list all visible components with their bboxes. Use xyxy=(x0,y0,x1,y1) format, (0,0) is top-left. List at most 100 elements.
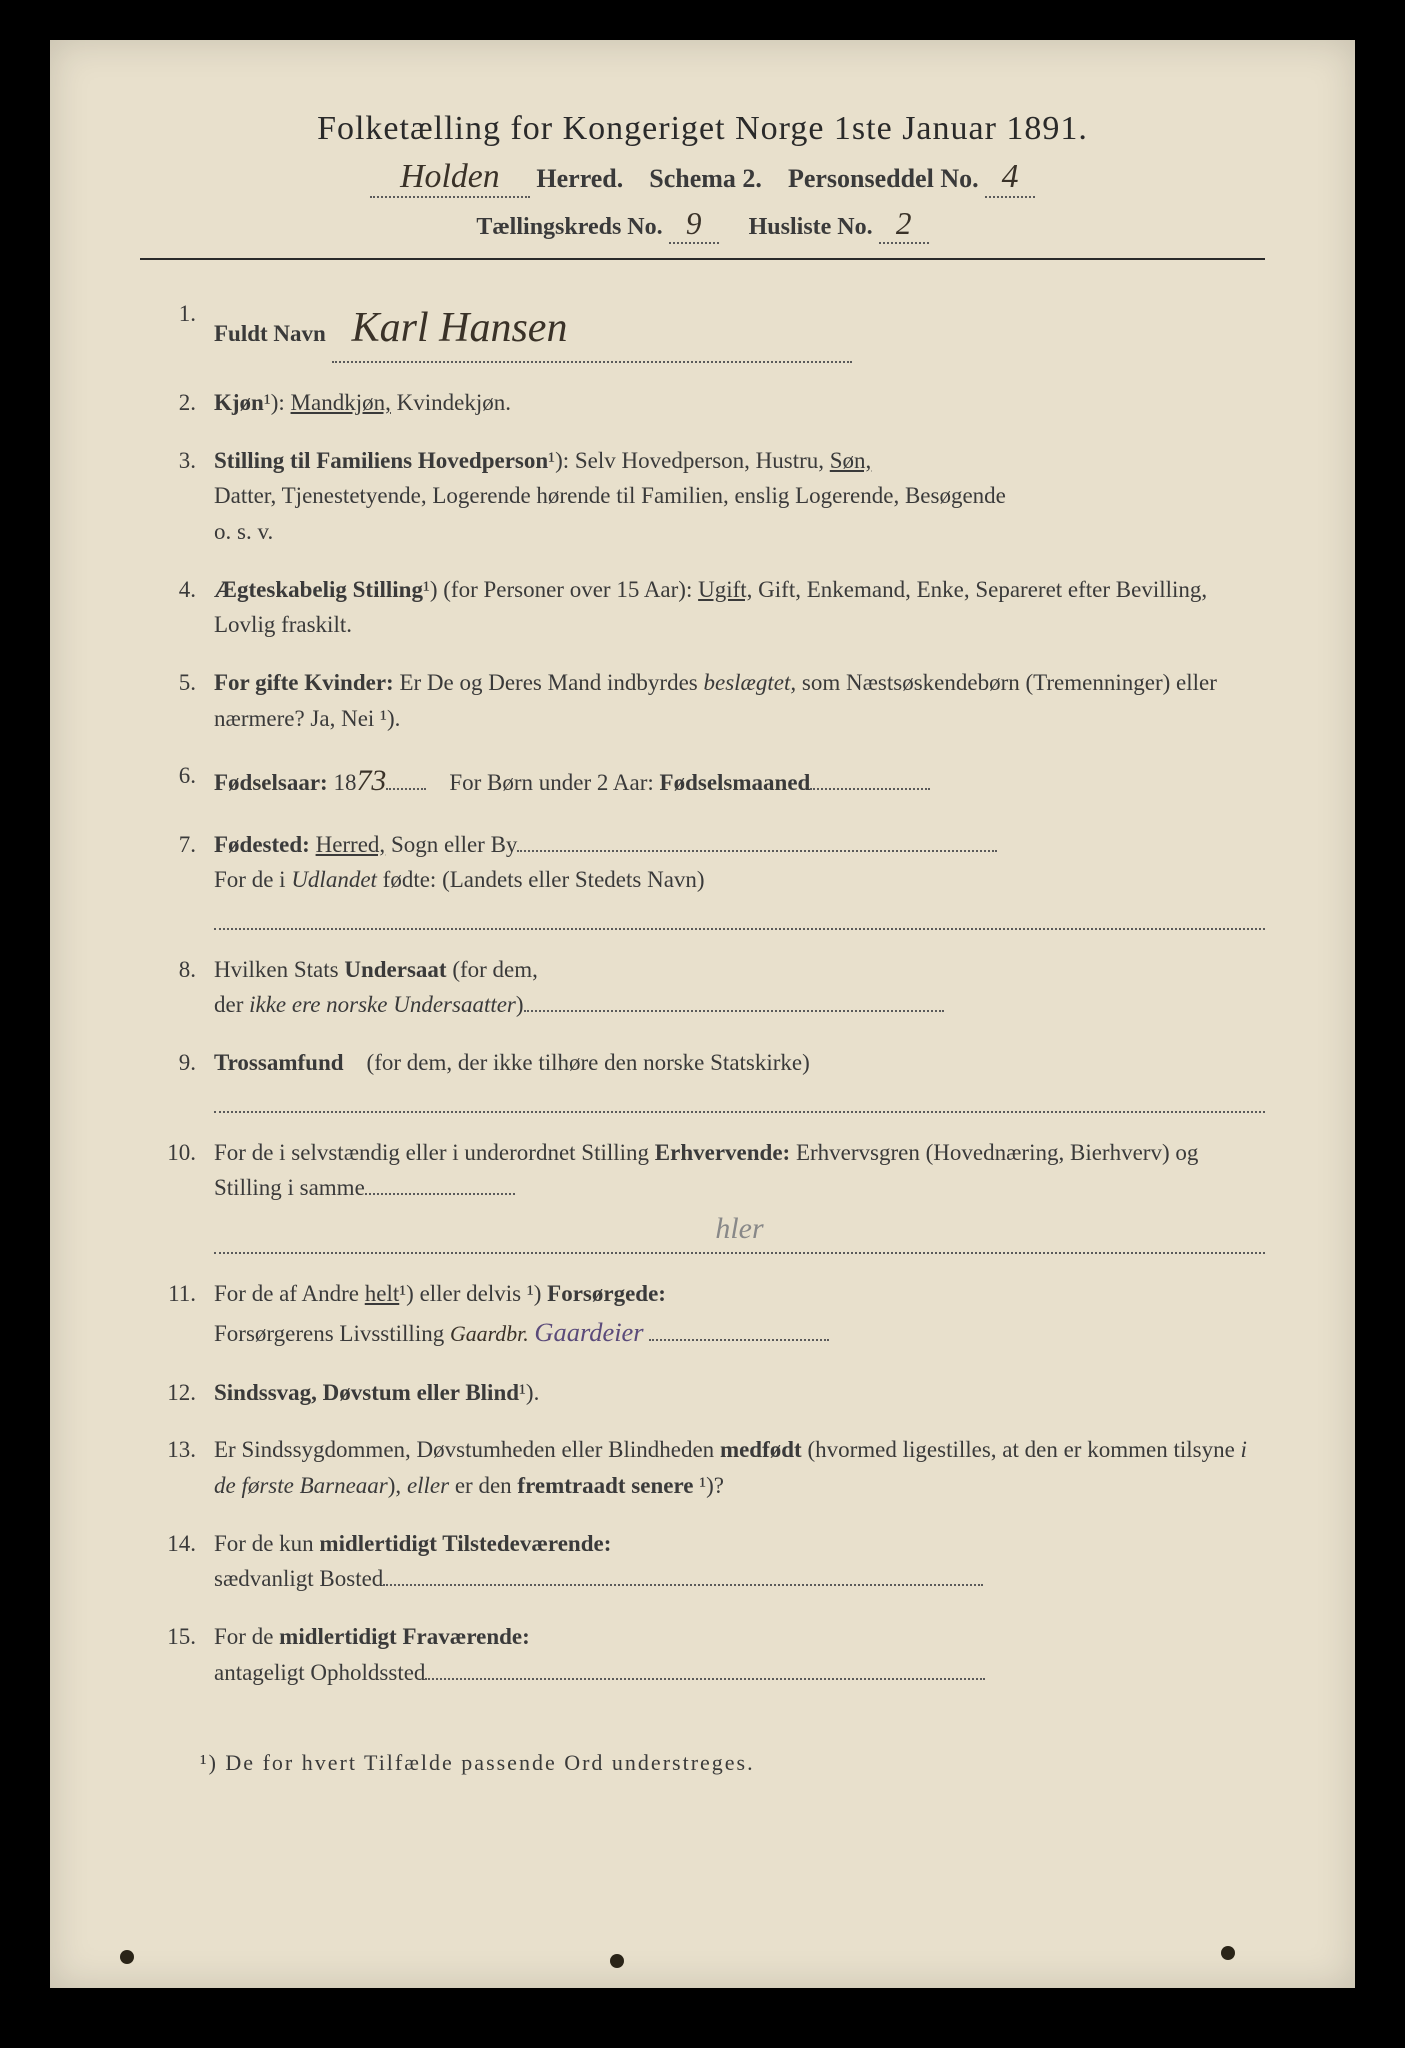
f13-text2: (hvormed ligestilles, at den er kommen t… xyxy=(802,1437,1241,1462)
label-gifte-kvinder: For gifte Kvinder: xyxy=(214,670,394,695)
label-aegteskab: Ægteskabelig Stilling xyxy=(214,577,423,602)
f5-text1: Er De og Deres Mand indbyrdes xyxy=(399,670,703,695)
num-5: 5. xyxy=(140,665,214,736)
f11-text2: eller delvis ¹) xyxy=(414,1281,547,1306)
f13-text1: Er Sindssygdommen, Døvstumheden eller Bl… xyxy=(214,1437,720,1462)
label-fodselsmaaned: Fødselsmaaned xyxy=(660,770,811,795)
f7-line2b: fødte: (Landets eller Stedets Navn) xyxy=(377,867,705,892)
num-1: 1. xyxy=(140,296,214,363)
row-1: 1. Fuldt Navn Karl Hansen xyxy=(140,296,1265,363)
f14-line2: sædvanligt Bosted xyxy=(214,1566,383,1591)
row-14: 14. For de kun midlertidigt Tilstedevære… xyxy=(140,1526,1265,1597)
num-3: 3. xyxy=(140,443,214,550)
kreds-label: Tællingskreds No. xyxy=(476,214,662,240)
census-form: Folketælling for Kongeriget Norge 1ste J… xyxy=(50,40,1355,1988)
header-line-2: Holden Herred. Schema 2. Personseddel No… xyxy=(140,158,1265,198)
f9-text: (for dem, der ikke tilhøre den norske St… xyxy=(367,1050,810,1075)
f7-line2a: For de i xyxy=(214,867,291,892)
year-prefix: 18 xyxy=(333,770,356,795)
f7-dotline xyxy=(214,898,1265,930)
num-7: 7. xyxy=(140,827,214,930)
num-6: 6. xyxy=(140,758,214,804)
row-10: 10. For de i selvstændig eller i underor… xyxy=(140,1135,1265,1255)
ink-spot xyxy=(610,1954,624,1968)
f14-text1: For de kun xyxy=(214,1531,319,1556)
f11-text1: For de af Andre xyxy=(214,1281,365,1306)
f8-line2b: ) xyxy=(516,992,524,1017)
f13-eller: eller xyxy=(407,1473,449,1498)
f6-text2: For Børn under 2 Aar: xyxy=(449,770,653,795)
label-trossamfund: Trossamfund xyxy=(214,1050,344,1075)
note-3: ¹): xyxy=(548,448,569,473)
personseddel-label: Personseddel No. xyxy=(788,164,979,193)
row-8: 8. Hvilken Stats Undersaat (for dem, der… xyxy=(140,952,1265,1023)
husliste-label: Husliste No. xyxy=(749,214,873,240)
f13-text3: ), xyxy=(388,1473,407,1498)
f13-medf: medfødt xyxy=(720,1437,802,1462)
f3-line1a: Selv Hovedperson, Hustru, xyxy=(575,448,830,473)
f15-line2: antageligt Opholdssted xyxy=(214,1660,425,1685)
f3-line2: Datter, Tjenestetyende, Logerende hørend… xyxy=(214,483,1006,508)
f3-son: Søn, xyxy=(830,448,872,473)
label-fuldt-navn: Fuldt Navn xyxy=(214,321,326,346)
herred-label: Herred. xyxy=(536,164,623,193)
label-fodselsaar: Fødselsaar: xyxy=(214,770,328,795)
row-6: 6. Fødselsaar: 1873 For Børn under 2 Aar… xyxy=(140,758,1265,804)
f13-note: ¹)? xyxy=(693,1473,724,1498)
f11-note1: ¹) xyxy=(399,1281,414,1306)
num-13: 13. xyxy=(140,1432,214,1503)
label-erhvervende: Erhvervende: xyxy=(655,1140,790,1165)
num-4: 4. xyxy=(140,572,214,643)
row-11: 11. For de af Andre helt¹) eller delvis … xyxy=(140,1276,1265,1353)
row-15: 15. For de midlertidigt Fraværende: anta… xyxy=(140,1619,1265,1690)
f15-text1: For de xyxy=(214,1624,279,1649)
row-9: 9. Trossamfund (for dem, der ikke tilhør… xyxy=(140,1045,1265,1113)
num-2: 2. xyxy=(140,385,214,421)
row-12: 12. Sindssvag, Døvstum eller Blind¹). xyxy=(140,1375,1265,1411)
kreds-no: 9 xyxy=(686,206,702,241)
husliste-no: 2 xyxy=(896,206,912,241)
schema-label: Schema 2. xyxy=(649,164,762,193)
row-2: 2. Kjøn¹): Mandkjøn, Kvindekjøn. xyxy=(140,385,1265,421)
f7-text1: Sogn eller By xyxy=(391,832,518,857)
f9-dotline xyxy=(214,1081,1265,1113)
f8-line2a: der xyxy=(214,992,249,1017)
label-forsorgede: Forsørgede: xyxy=(547,1281,666,1306)
page-container: Folketælling for Kongeriget Norge 1ste J… xyxy=(0,0,1405,2048)
num-14: 14. xyxy=(140,1526,214,1597)
f11-line2: Forsørgerens Livsstilling xyxy=(214,1321,444,1346)
f11-hw2: Gaardeier xyxy=(534,1317,643,1347)
f8-text1: Hvilken Stats xyxy=(214,957,344,982)
row-13: 13. Er Sindssygdommen, Døvstumheden elle… xyxy=(140,1432,1265,1503)
row-3: 3. Stilling til Familiens Hovedperson¹):… xyxy=(140,443,1265,550)
f7-udl: Udlandet xyxy=(291,867,377,892)
label-fravaerende: midlertidigt Fraværende: xyxy=(279,1624,530,1649)
num-12: 12. xyxy=(140,1375,214,1411)
f10-hw: hler xyxy=(715,1212,763,1245)
ink-spot xyxy=(1221,1946,1235,1960)
note-2: ¹): xyxy=(264,390,285,415)
num-11: 11. xyxy=(140,1276,214,1353)
f4-line1a: (for Personer over 15 Aar): xyxy=(443,577,698,602)
herred-handwritten: Holden xyxy=(400,158,500,195)
f8-text2: (for dem, xyxy=(447,957,538,982)
opt-kvindekjon: Kvindekjøn. xyxy=(397,390,511,415)
row-4: 4. Ægteskabelig Stilling¹) (for Personer… xyxy=(140,572,1265,643)
f11-helt: helt xyxy=(365,1281,400,1306)
note-12: ¹). xyxy=(519,1380,539,1405)
personseddel-no: 4 xyxy=(1002,158,1019,195)
f10-text1: For de i selvstændig eller i underordnet… xyxy=(214,1140,655,1165)
f11-hw1: Gaardbr. xyxy=(450,1322,529,1346)
label-kjon: Kjøn xyxy=(214,390,264,415)
label-stilling: Stilling til Familiens Hovedperson xyxy=(214,448,548,473)
footnote: ¹) De for hvert Tilfælde passende Ord un… xyxy=(140,1750,1265,1776)
divider xyxy=(140,258,1265,260)
f4-ugift: Ugift, xyxy=(698,577,752,602)
f3-line3: o. s. v. xyxy=(214,519,273,544)
num-8: 8. xyxy=(140,952,214,1023)
f7-herred: Herred, xyxy=(316,832,386,857)
name-value: Karl Hansen xyxy=(352,305,568,351)
f13-frem: fremtraadt senere xyxy=(517,1473,693,1498)
label-fodested: Fødested: xyxy=(214,832,310,857)
f5-besl: beslægtet, xyxy=(703,670,796,695)
